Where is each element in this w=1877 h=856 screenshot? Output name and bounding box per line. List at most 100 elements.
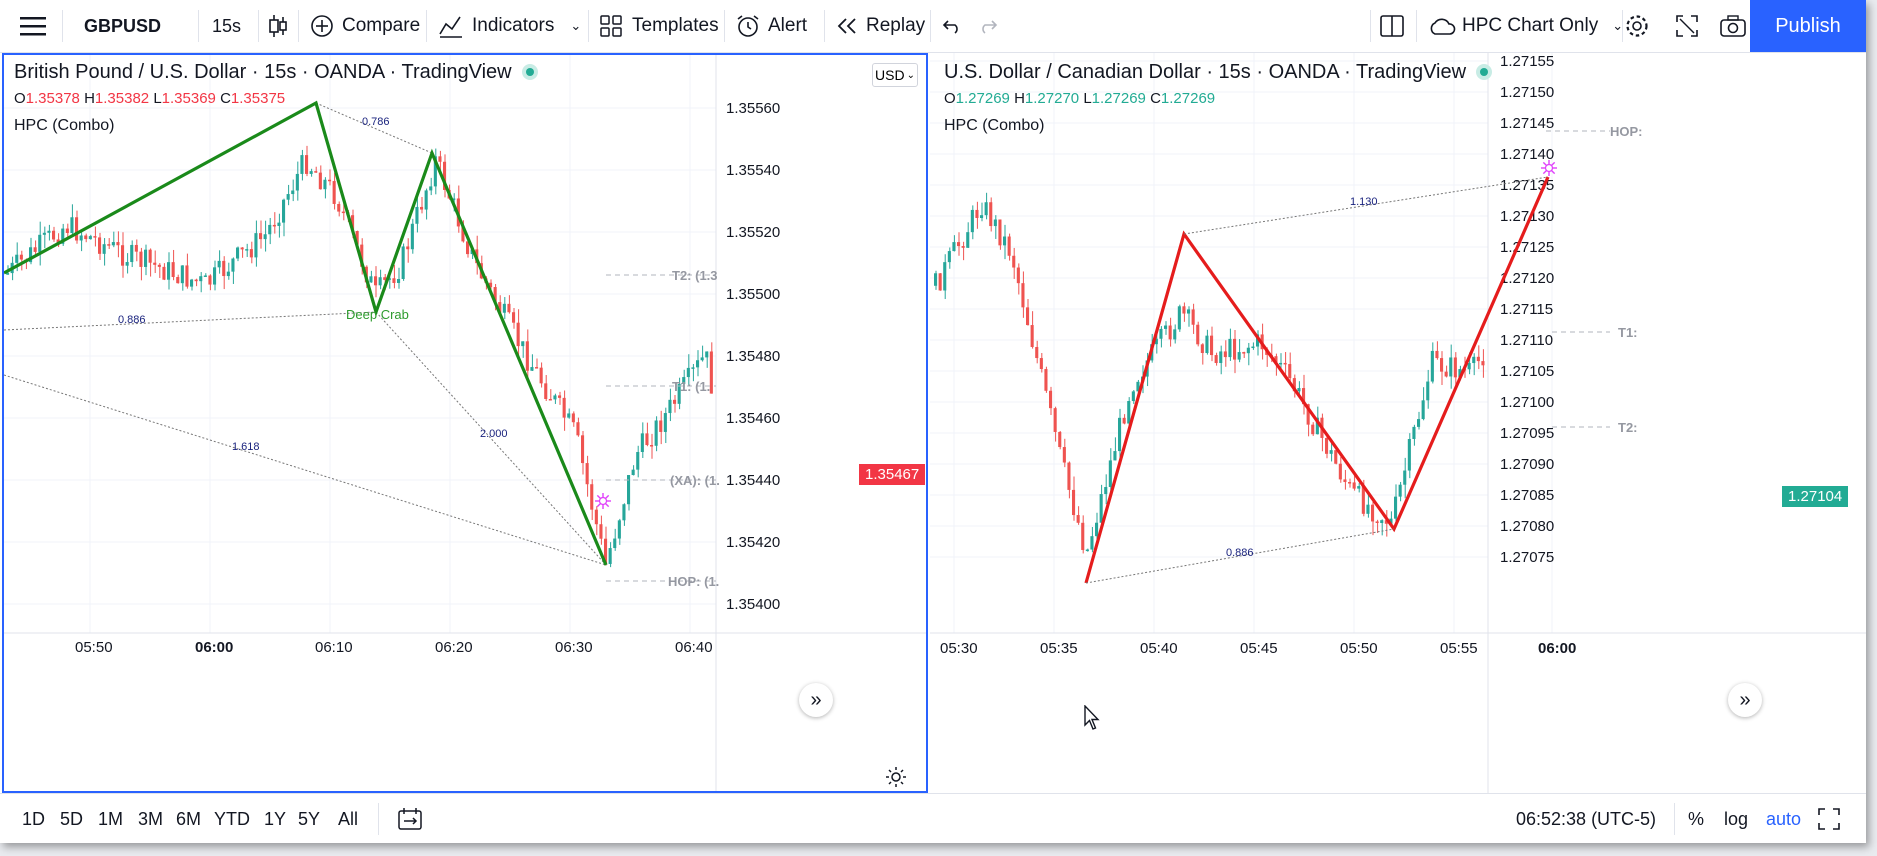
candle: [980, 215, 984, 219]
candle: [351, 215, 355, 232]
candle: [157, 264, 161, 267]
menu-icon[interactable]: [20, 0, 46, 52]
chart-pane-usdcad[interactable]: 1.27155 1.27150 1.27145 1.27140 1.27135 1.271…: [930, 53, 1866, 793]
candle: [268, 224, 272, 235]
candle: [213, 267, 217, 285]
chevron-down-icon[interactable]: ⌄: [1612, 18, 1624, 33]
date-range-icon[interactable]: [398, 794, 422, 843]
indicator-legend[interactable]: HPC (Combo): [944, 117, 1045, 134]
candle: [1375, 521, 1379, 524]
time-axis-label: 06:30: [555, 639, 593, 656]
candle: [1053, 408, 1057, 432]
candle: [961, 246, 965, 248]
expand-icon[interactable]: [1818, 794, 1840, 843]
star-core: [598, 496, 608, 506]
candle: [957, 242, 961, 247]
candle: [535, 367, 539, 369]
market-open-icon: [1476, 64, 1493, 80]
undo-icon[interactable]: [942, 0, 962, 52]
candle: [374, 276, 378, 286]
candle: [525, 341, 529, 371]
candle: [424, 190, 428, 210]
redo-icon[interactable]: [978, 0, 998, 52]
layout-split-icon[interactable]: [1380, 0, 1404, 52]
time-axis-label: 05:55: [1440, 640, 1478, 657]
log-scale-toggle[interactable]: log: [1724, 808, 1749, 829]
range-button-all[interactable]: All: [338, 808, 359, 829]
candle: [1090, 536, 1094, 550]
symbol-search[interactable]: GBPUSD: [84, 15, 162, 36]
candle: [1444, 371, 1448, 377]
layout-menu-button[interactable]: HPC Chart Only ⌄: [1428, 0, 1623, 52]
replay-button[interactable]: Replay: [836, 0, 925, 52]
candle: [65, 228, 69, 233]
candle: [1297, 388, 1301, 392]
candle: [1035, 346, 1039, 359]
currency-selector[interactable]: USD ⌄: [872, 63, 918, 87]
range-button-6m[interactable]: 6M: [176, 808, 202, 829]
candle: [134, 244, 138, 252]
candle: [1449, 357, 1453, 377]
alert-button[interactable]: Alert: [736, 0, 807, 52]
chart-title: U.S. Dollar / Canadian Dollar · 15s · OA…: [944, 61, 1493, 84]
settings-gear-icon[interactable]: [1624, 0, 1650, 52]
publish-button[interactable]: Publish: [1750, 0, 1866, 52]
chevron-down-icon[interactable]: ⌄: [570, 18, 582, 33]
price-chart-gbpusd[interactable]: 1.35560 1.35540 1.35520 1.35500 1.35480 1.354…: [4, 55, 926, 791]
range-button-5d[interactable]: 5D: [60, 808, 84, 829]
price-chart-usdcad[interactable]: 1.271551.271501.271451.271401.271351.271…: [930, 53, 1866, 793]
compare-button[interactable]: Compare: [310, 0, 420, 52]
scroll-right-icon[interactable]: »: [799, 683, 833, 717]
candle: [984, 202, 988, 216]
candle: [263, 234, 267, 240]
candle: [332, 181, 336, 204]
camera-icon[interactable]: [1720, 0, 1746, 52]
candle: [1453, 357, 1457, 378]
timezone-clock[interactable]: 06:52:38 (UTC-5): [1516, 808, 1657, 829]
candle: [1067, 462, 1071, 490]
interval-button[interactable]: 15s: [212, 15, 242, 36]
candle: [337, 203, 341, 212]
range-button-1d[interactable]: 1D: [22, 808, 46, 829]
range-button-ytd[interactable]: YTD: [214, 808, 250, 829]
candle: [1026, 307, 1030, 326]
candle: [668, 399, 672, 414]
scroll-right-icon[interactable]: »: [1728, 683, 1762, 717]
candle: [1371, 504, 1375, 522]
candle: [369, 276, 373, 283]
candle: [947, 251, 951, 263]
candle: [130, 244, 134, 263]
chart-pane-gbpusd[interactable]: 1.35560 1.35540 1.35520 1.35500 1.35480 1.354…: [2, 53, 928, 793]
sun-settings-icon[interactable]: [886, 767, 906, 792]
ratio-line: [4, 374, 607, 566]
market-open-icon: [521, 64, 538, 80]
candle: [383, 277, 387, 280]
range-button-1m[interactable]: 1M: [98, 808, 124, 829]
range-button-3m[interactable]: 3M: [138, 808, 164, 829]
range-button-1y[interactable]: 1Y: [264, 808, 287, 829]
candle-type-icon[interactable]: [268, 0, 288, 52]
auto-scale-toggle[interactable]: auto: [1766, 808, 1802, 829]
candle: [627, 475, 631, 505]
candle: [259, 233, 263, 240]
price-axis-label: 1.27075: [1500, 549, 1554, 566]
time-axis-label: 06:00: [1538, 640, 1576, 657]
candle: [226, 271, 230, 277]
ratio-label: 0.786: [362, 116, 390, 128]
candle: [1233, 338, 1237, 360]
price-axis-label: 1.27155: [1500, 53, 1554, 70]
templates-button[interactable]: Templates: [600, 0, 719, 52]
candle: [663, 413, 667, 432]
range-button-5y[interactable]: 5Y: [298, 808, 321, 829]
candle: [88, 236, 92, 240]
indicators-button[interactable]: Indicators ⌄: [438, 0, 581, 52]
percent-scale-toggle[interactable]: %: [1688, 808, 1705, 829]
candle: [1127, 401, 1131, 424]
fullscreen-icon[interactable]: [1676, 0, 1698, 52]
candle: [341, 211, 345, 214]
harmonic-pattern: [1084, 176, 1550, 584]
indicator-legend[interactable]: HPC (Combo): [14, 117, 115, 134]
price-axis-label: 1.35540: [726, 162, 780, 179]
candle: [38, 234, 42, 252]
candle: [410, 223, 414, 250]
